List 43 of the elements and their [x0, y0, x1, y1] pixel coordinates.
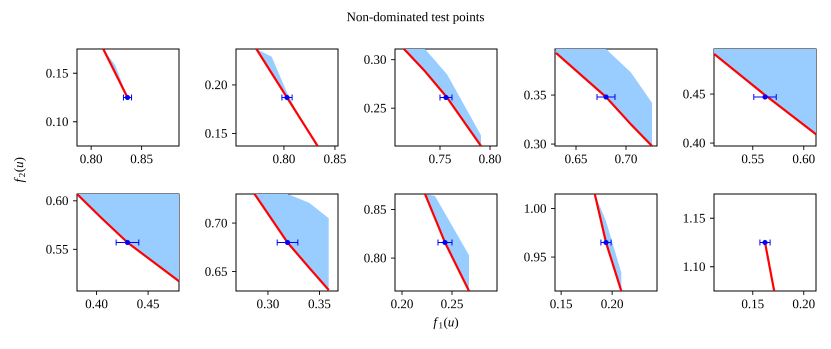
- x-tick-label: 0.80: [273, 154, 295, 164]
- x-axis-title: f$_{1}$(u): [433, 317, 458, 330]
- y-tick-label: 0.15: [46, 68, 68, 78]
- x-tick-label: 0.20: [792, 300, 815, 308]
- y-tick-label: 0.60: [46, 196, 68, 206]
- y-tick-label: 0.35: [524, 90, 546, 100]
- y-tick-label: 0.10: [46, 117, 68, 126]
- x-tick-label: 0.35: [308, 300, 330, 308]
- x-tick-label: 0.80: [80, 154, 102, 164]
- y-tick-label: 0.70: [205, 218, 227, 228]
- x-tick-label: 0.30: [257, 300, 279, 308]
- y-tick-label: 0.85: [364, 205, 386, 214]
- x-tick-label: 0.85: [130, 154, 153, 164]
- x-tick-label: 0.80: [479, 154, 501, 164]
- x-tick-label: 0.15: [550, 300, 572, 308]
- x-tick-label: 0.65: [565, 154, 587, 164]
- y-tick-label: 0.15: [205, 128, 227, 138]
- y-tick-label: 0.55: [46, 244, 68, 254]
- y-tick-label: 0.40: [683, 138, 705, 148]
- y-tick-label: 0.65: [205, 267, 227, 276]
- y-tick-label: 1.15: [684, 214, 705, 223]
- x-tick-label: 0.25: [441, 300, 463, 308]
- x-tick-label: 0.75: [429, 154, 451, 164]
- y-tick-label: 0.80: [364, 254, 386, 262]
- y-tick-label: 0.45: [683, 90, 705, 98]
- x-tick-label: 0.85: [324, 154, 346, 164]
- x-tick-label: 0.15: [742, 300, 764, 308]
- y-tick-label: 0.20: [205, 80, 227, 90]
- x-tick-label: 0.20: [601, 300, 623, 308]
- y-tick-label: 0.30: [524, 140, 546, 148]
- y-tick-label: 0.95: [524, 252, 546, 262]
- x-tick-label: 0.55: [742, 154, 764, 164]
- x-tick-label: 0.60: [792, 154, 815, 164]
- x-tick-label: 0.45: [137, 300, 159, 308]
- x-tick-label: 0.70: [615, 154, 637, 164]
- chart-title: Non-dominated test points: [346, 12, 484, 24]
- y-tick-label: 0.25: [364, 104, 386, 113]
- y-tick-label: 1.10: [684, 262, 705, 272]
- y-axis-title: f$_{2}$(u): [14, 158, 26, 182]
- y-tick-label: 0.30: [364, 55, 386, 64]
- y-tick-label: 1.00: [524, 204, 546, 213]
- x-tick-label: 0.20: [391, 300, 413, 308]
- x-tick-label: 0.40: [86, 300, 108, 308]
